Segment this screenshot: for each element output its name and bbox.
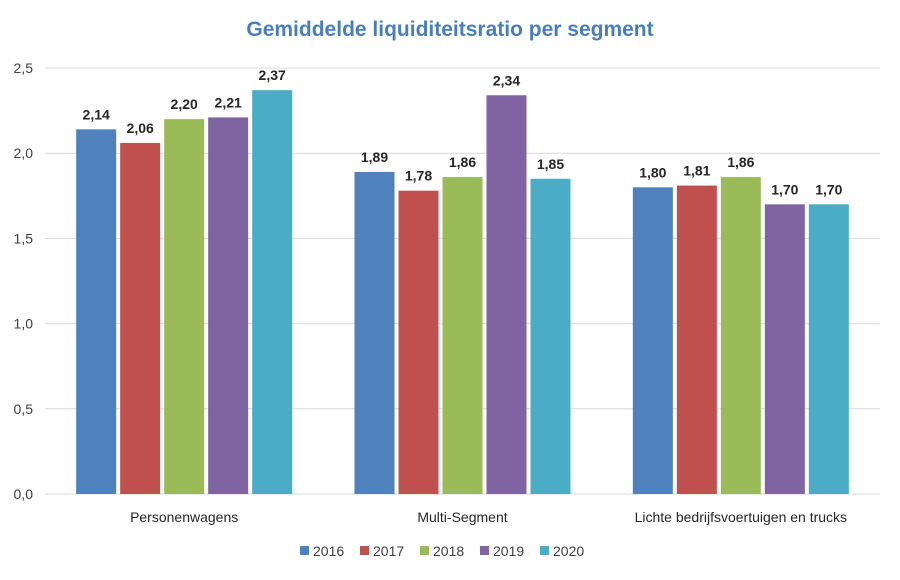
bar-2016 bbox=[76, 129, 117, 494]
bar-2020 bbox=[808, 204, 849, 494]
y-tick-label: 1,0 bbox=[14, 316, 34, 332]
bar-2016 bbox=[632, 187, 673, 494]
bar-2019 bbox=[764, 204, 805, 494]
data-label: 1,86 bbox=[727, 154, 754, 170]
category-label: Personenwagens bbox=[130, 509, 238, 525]
legend-swatch-2017 bbox=[360, 546, 369, 555]
data-label: 2,06 bbox=[127, 120, 154, 136]
bar-2017 bbox=[676, 185, 717, 495]
data-label: 1,86 bbox=[449, 154, 476, 170]
category-label: Lichte bedrijfsvoertuigen en trucks bbox=[635, 509, 847, 525]
bar-2017 bbox=[398, 190, 439, 495]
bar-2020 bbox=[252, 90, 293, 494]
data-label: 1,81 bbox=[683, 163, 710, 179]
y-tick-label: 1,5 bbox=[14, 230, 34, 246]
y-tick-label: 0,0 bbox=[14, 486, 34, 502]
legend-label: 2020 bbox=[553, 543, 584, 559]
data-label: 1,70 bbox=[815, 181, 842, 197]
y-tick-label: 0,5 bbox=[14, 401, 34, 417]
legend-label: 2018 bbox=[433, 543, 464, 559]
data-label: 2,14 bbox=[83, 106, 110, 122]
data-labels: 2,14 2,06 2,20 2,21 2,37 1,89 1,78 1,86 2,34 1,85… bbox=[83, 67, 843, 197]
bar-2016 bbox=[354, 171, 395, 494]
data-label: 1,78 bbox=[405, 168, 432, 184]
y-tick-label: 2,5 bbox=[14, 60, 34, 76]
bars bbox=[76, 90, 849, 495]
y-tick-label: 2,0 bbox=[14, 145, 34, 161]
y-axis-tick-labels: 0,0 0,5 1,0 1,5 2,0 2,5 bbox=[14, 60, 34, 502]
data-label: 2,37 bbox=[259, 67, 286, 83]
legend: 2016 2017 2018 2019 2020 bbox=[300, 543, 584, 559]
data-label: 1,89 bbox=[361, 149, 388, 165]
legend-swatch-2020 bbox=[540, 546, 549, 555]
bar-2018 bbox=[164, 119, 205, 495]
bar-2018 bbox=[720, 177, 761, 494]
bar-2017 bbox=[120, 142, 161, 494]
bar-2020 bbox=[530, 178, 571, 494]
bar-2019 bbox=[486, 95, 527, 494]
chart-title: Gemiddelde liquiditeitsratio per segment bbox=[246, 18, 653, 41]
x-axis-category-labels: Personenwagens Multi-Segment Lichte bedrij… bbox=[130, 509, 847, 525]
data-label: 1,80 bbox=[639, 164, 666, 180]
legend-label: 2017 bbox=[373, 543, 404, 559]
legend-swatch-2019 bbox=[480, 546, 489, 555]
data-label: 2,21 bbox=[215, 94, 242, 110]
data-label: 2,20 bbox=[171, 96, 198, 112]
data-label: 1,85 bbox=[537, 156, 564, 172]
data-label: 1,70 bbox=[771, 181, 798, 197]
bar-2019 bbox=[208, 117, 249, 494]
legend-swatch-2018 bbox=[420, 546, 429, 555]
data-label: 2,34 bbox=[493, 72, 520, 88]
legend-label: 2016 bbox=[313, 543, 344, 559]
legend-swatch-2016 bbox=[300, 546, 309, 555]
bar-2018 bbox=[442, 177, 483, 494]
category-label: Multi-Segment bbox=[417, 509, 507, 525]
legend-label: 2019 bbox=[493, 543, 524, 559]
